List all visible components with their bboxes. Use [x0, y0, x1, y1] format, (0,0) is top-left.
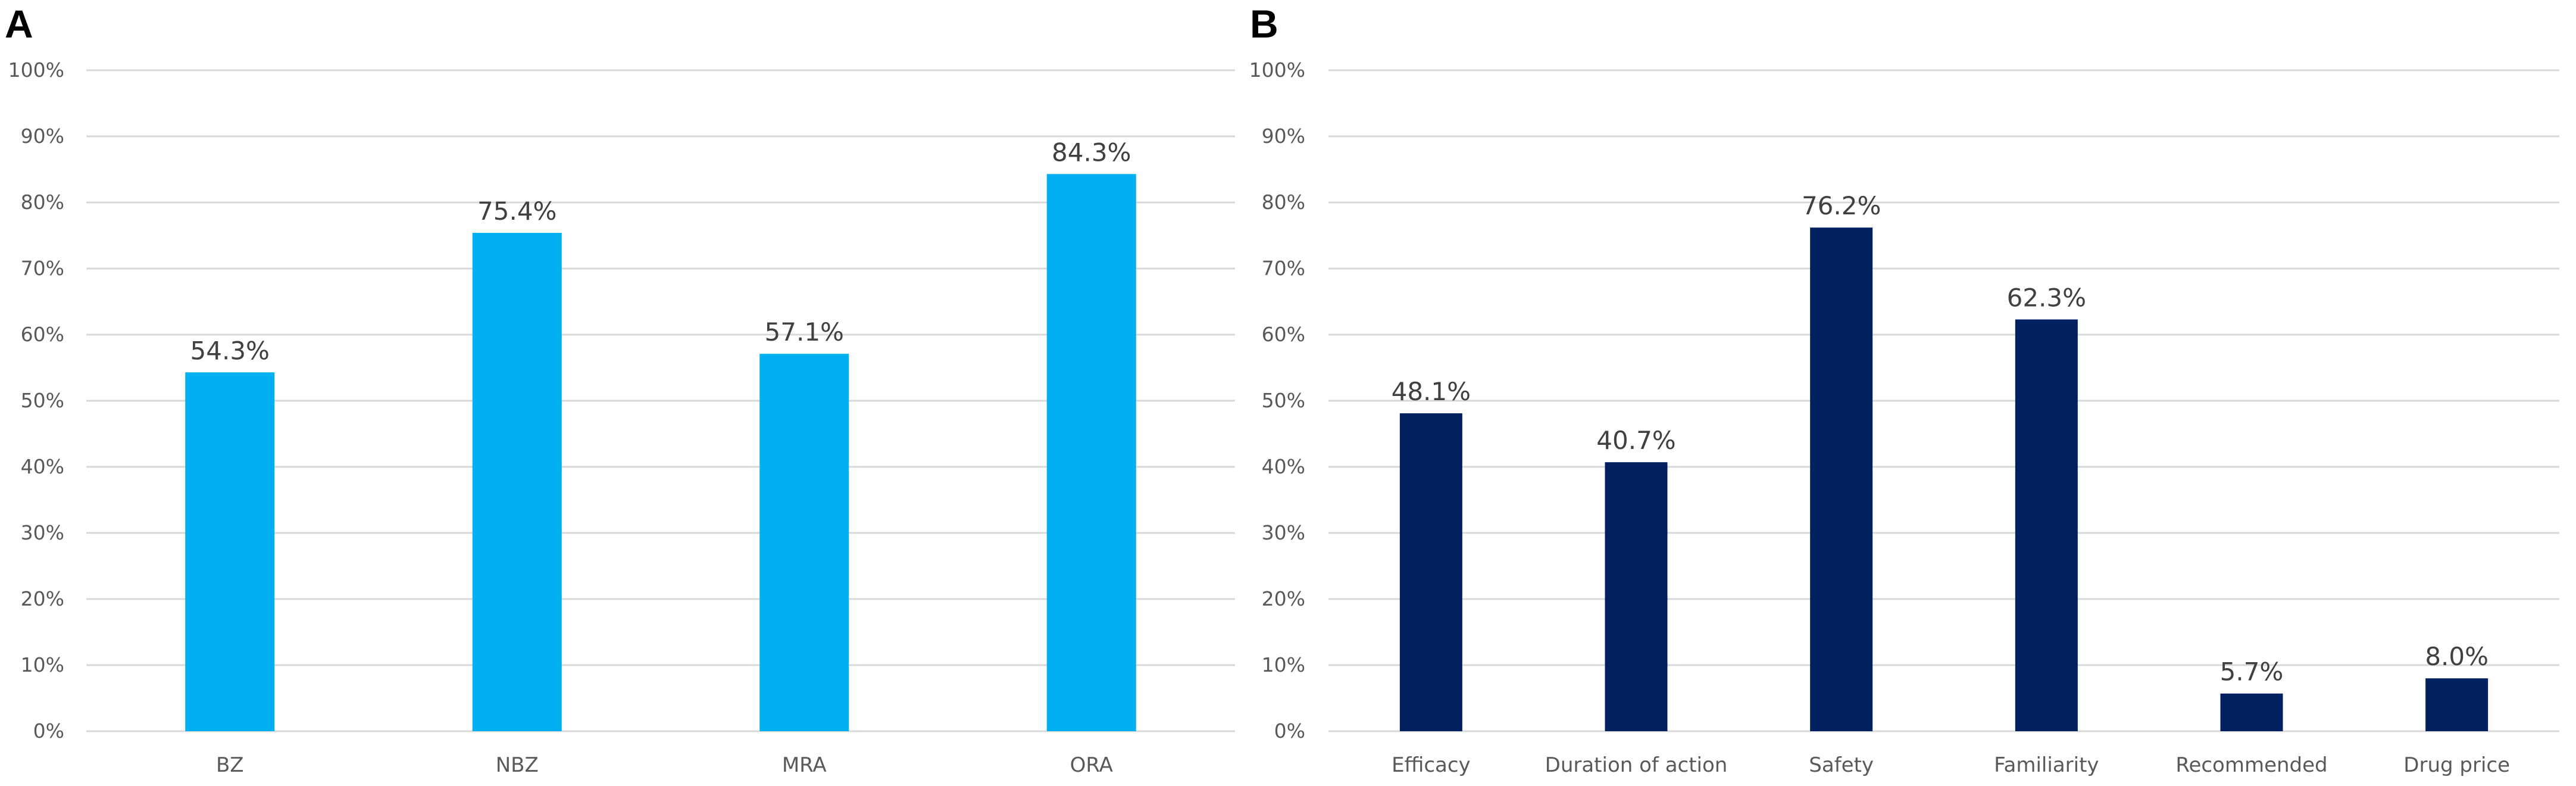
category-label: Duration of action — [1545, 753, 1728, 777]
data-label: 84.3% — [1052, 138, 1131, 167]
y-tick-label: 100% — [1249, 58, 1305, 82]
data-label: 75.4% — [477, 196, 557, 226]
data-label: 57.1% — [765, 317, 844, 347]
y-tick-label: 0% — [1274, 719, 1305, 743]
y-tick-label: 30% — [21, 521, 64, 544]
bar — [759, 354, 849, 731]
bar — [1046, 174, 1136, 731]
y-tick-label: 20% — [1262, 587, 1305, 610]
y-tick-label: 20% — [21, 587, 64, 610]
data-label: 5.7% — [2220, 657, 2284, 687]
y-tick-label: 0% — [33, 719, 64, 743]
bar-chart-b: 0% 10% 20% 30% 40% 50% 60% 70% 80% 90% 100% 48.1% Ef… — [1249, 58, 2559, 777]
data-label: 8.0% — [2425, 642, 2489, 671]
y-tick-label: 40% — [1262, 455, 1305, 478]
category-label: Familiarity — [1994, 753, 2099, 777]
y-tick-label: 50% — [1262, 389, 1305, 412]
category-label: Drug price — [2403, 753, 2510, 777]
bar — [1605, 462, 1668, 731]
data-label: 54.3% — [190, 336, 270, 365]
y-tick-label: 80% — [21, 191, 64, 214]
y-tick-label: 60% — [21, 323, 64, 346]
bar — [472, 233, 562, 731]
y-tick-label: 90% — [21, 124, 64, 148]
bar — [1810, 227, 1873, 731]
category-label: MRA — [782, 753, 827, 777]
category-label: BZ — [216, 753, 244, 777]
y-tick-label: 100% — [8, 58, 64, 82]
bar — [2425, 678, 2489, 731]
bar — [2015, 319, 2078, 731]
y-tick-label: 10% — [1262, 653, 1305, 676]
data-label: 62.3% — [2007, 283, 2086, 312]
category-label: NBZ — [496, 753, 539, 777]
y-tick-label: 30% — [1262, 521, 1305, 544]
category-label: Safety — [1809, 753, 1874, 777]
y-tick-label: 90% — [1262, 124, 1305, 148]
data-label: 48.1% — [1392, 377, 1471, 406]
data-label: 40.7% — [1596, 426, 1675, 455]
y-tick-label: 10% — [21, 653, 64, 676]
chart-panel-a: A 0% 10% 20% 30% 40% 50% 60% 70% 80% 90% 100% 54.3%… — [0, 0, 1250, 786]
bar — [1399, 413, 1462, 731]
y-tick-label: 70% — [1262, 257, 1305, 280]
bar-chart-a: 0% 10% 20% 30% 40% 50% 60% 70% 80% 90% 100% 54.3% BZ… — [8, 58, 1235, 777]
panel-label-a: A — [5, 2, 33, 46]
y-tick-label: 40% — [21, 455, 64, 478]
panel-label-b: B — [1250, 2, 1278, 46]
category-label: Recommended — [2175, 753, 2327, 777]
y-tick-label: 60% — [1262, 323, 1305, 346]
bar — [2220, 693, 2283, 731]
bar — [185, 372, 275, 731]
y-tick-label: 80% — [1262, 191, 1305, 214]
chart-panel-b: B 0% 10% 20% 30% 40% 50% 60% 70% 80% 90% 100% 48.1%… — [1249, 0, 2576, 786]
category-label: Efficacy — [1392, 753, 1471, 777]
y-tick-label: 50% — [21, 389, 64, 412]
data-label: 76.2% — [1802, 191, 1881, 220]
y-tick-label: 70% — [21, 257, 64, 280]
category-label: ORA — [1070, 753, 1113, 777]
